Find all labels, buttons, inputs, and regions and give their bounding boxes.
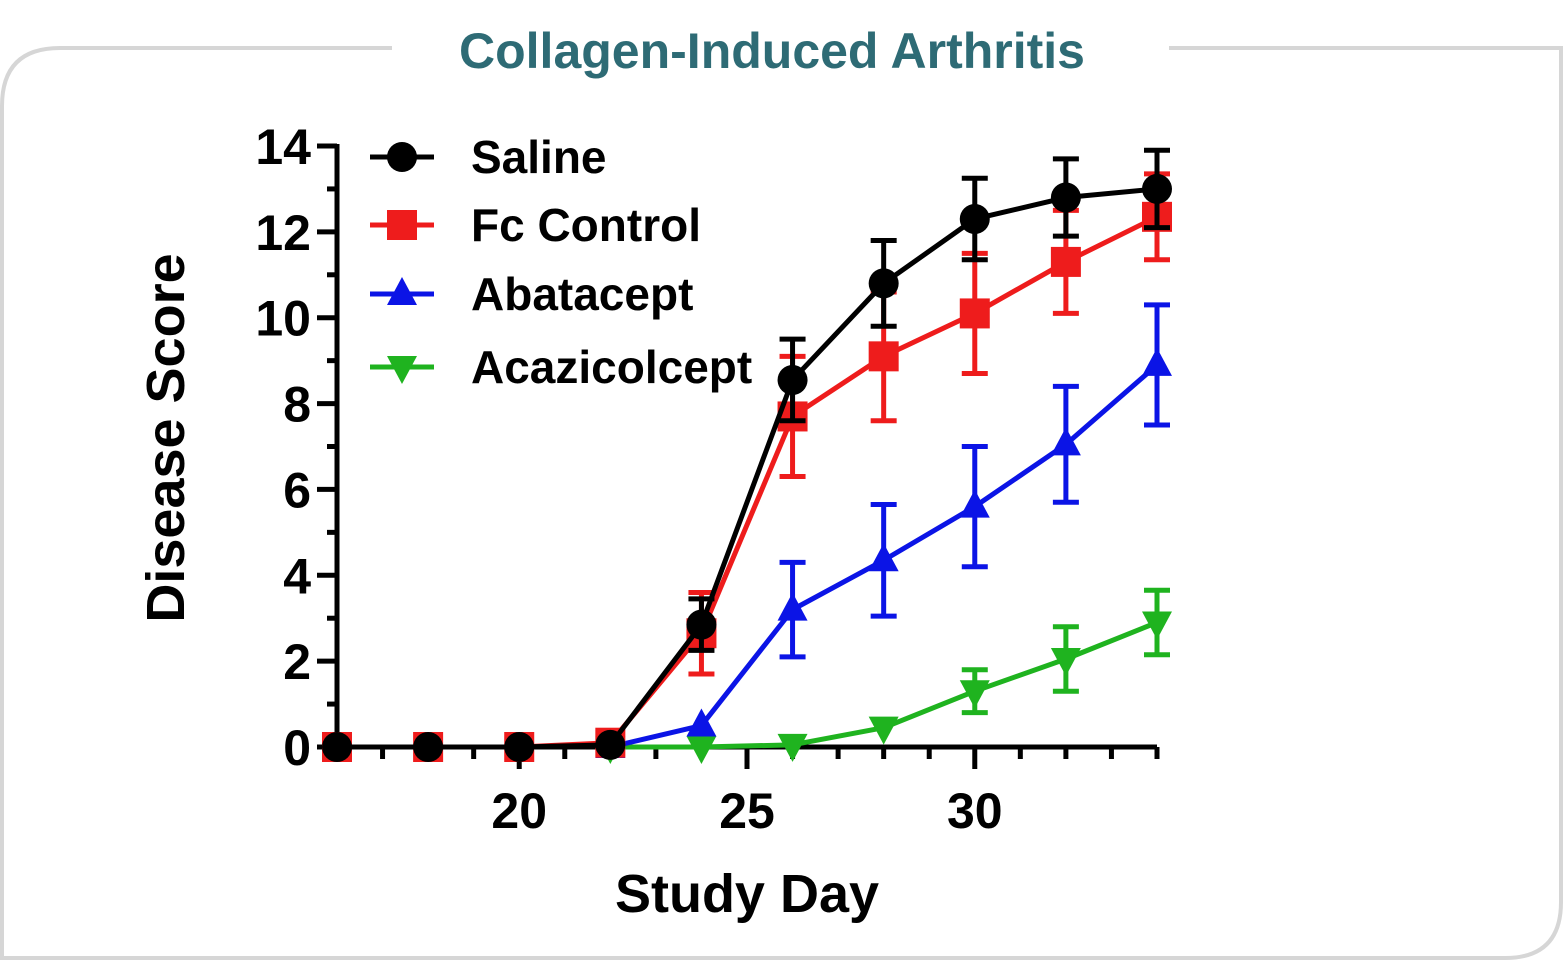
y-tick-label: 12 <box>255 205 311 261</box>
series-fc-control <box>322 171 1172 762</box>
legend-label: Abatacept <box>471 268 693 320</box>
data-point <box>1142 173 1172 204</box>
data-point <box>1050 246 1081 277</box>
x-axis-title: Study Day <box>615 864 879 924</box>
series-line <box>337 186 1158 750</box>
x-tick-label: 25 <box>719 783 775 839</box>
plot-data <box>322 147 1172 764</box>
chart-title: Collagen-Induced Arthritis <box>459 23 1085 79</box>
data-point <box>1142 611 1172 640</box>
data-point <box>595 729 626 760</box>
data-point <box>413 732 444 762</box>
title-background <box>392 10 1169 90</box>
legend: Saline Fc Control Abatacept Acazicolcept <box>370 131 752 393</box>
y-tick-label: 6 <box>283 462 311 518</box>
legend-label: Fc Control <box>471 199 701 251</box>
data-point <box>686 736 717 764</box>
legend-item-saline: Saline <box>370 131 607 183</box>
data-point <box>868 716 899 745</box>
data-point <box>868 268 899 299</box>
data-point <box>868 341 899 372</box>
data-point <box>777 733 808 762</box>
data-point <box>777 364 808 395</box>
y-tick-label: 14 <box>255 119 311 175</box>
legend-marker <box>387 142 417 172</box>
y-tick-label: 10 <box>255 291 311 347</box>
series-acazicolcept <box>595 587 1172 764</box>
data-point <box>686 609 717 640</box>
legend-item-abatacept: Abatacept <box>370 268 693 320</box>
series-saline <box>322 147 1172 762</box>
legend-label: Saline <box>471 131 607 183</box>
series-abatacept <box>595 302 1172 758</box>
y-tick-label: 8 <box>283 377 311 433</box>
data-point <box>777 592 808 621</box>
data-point <box>959 203 990 234</box>
data-point <box>686 708 717 737</box>
y-tick-label: 4 <box>283 548 311 604</box>
legend-marker <box>387 356 417 384</box>
data-point <box>959 298 990 329</box>
data-point <box>959 680 990 709</box>
x-tick-label: 30 <box>947 783 1003 839</box>
legend-label: Acazicolcept <box>471 341 752 393</box>
chart-frame <box>0 46 1563 960</box>
data-point <box>1050 647 1081 676</box>
data-point <box>1050 427 1081 456</box>
y-axis-title: Disease Score <box>136 253 196 622</box>
data-point <box>868 543 899 572</box>
y-tick-label: 2 <box>283 634 311 690</box>
data-point <box>959 489 990 518</box>
y-tick-label: 0 <box>283 720 311 776</box>
legend-item-acazicolcept: Acazicolcept <box>370 341 752 393</box>
legend-marker <box>387 210 417 240</box>
legend-item-fc-control: Fc Control <box>370 199 701 251</box>
data-point <box>504 732 535 762</box>
x-tick-label: 20 <box>491 783 547 839</box>
data-point <box>322 732 352 762</box>
data-point <box>1050 182 1081 213</box>
data-point <box>1142 347 1172 376</box>
legend-marker <box>387 277 417 305</box>
